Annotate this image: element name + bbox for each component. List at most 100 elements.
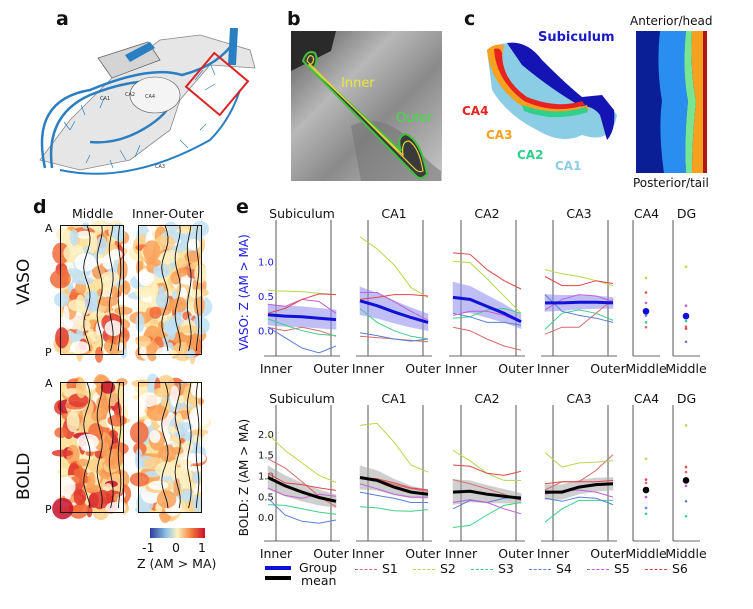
x-tick-label: Inner: [537, 546, 570, 561]
legend-mean-label: mean: [301, 573, 337, 588]
col-header-middle: Middle: [72, 206, 114, 221]
subject-point-s1: [684, 325, 688, 328]
x-tick-label: Inner: [260, 361, 293, 376]
subplot-title: CA3: [566, 206, 591, 221]
panel-d-letter: d: [33, 196, 47, 218]
y-tick-label: 0.5: [258, 492, 274, 503]
subject-line-s4: [452, 312, 522, 326]
legend-swatch-s6: [645, 569, 667, 570]
x-tick-label: Inner: [260, 546, 293, 561]
subject-line-s2: [267, 433, 337, 483]
zmap-blob: [191, 220, 210, 237]
zmap-blob: [51, 449, 73, 457]
zmap-blob: [134, 286, 153, 299]
subject-point-s4: [684, 499, 688, 503]
zmap-blob: [192, 434, 201, 443]
zmap-blob: [129, 472, 150, 487]
subject-point-s3: [684, 319, 688, 323]
zmap-blob: [131, 379, 150, 388]
subfield-boundary: [83, 224, 91, 352]
subfield-boundary: [161, 224, 169, 352]
zmap-blob: [135, 271, 154, 282]
legend-label-s5: S5: [614, 561, 630, 576]
zmap-blob: [56, 477, 76, 497]
zmap-blob: [179, 277, 197, 285]
hippocampus-3d-surface: [487, 42, 617, 140]
x-tick-label: Outer: [313, 546, 349, 561]
subject-point-s2: [644, 457, 648, 461]
subject-point-s6: [684, 465, 688, 469]
zmap-blob: [135, 313, 145, 333]
zmap-blob: [66, 410, 80, 433]
zmap-blob: [107, 414, 127, 427]
subplot-title: CA4: [634, 391, 659, 406]
subplot-title: CA4: [634, 206, 659, 221]
subject-line-s3: [267, 318, 337, 337]
legend-label-s4: S4: [556, 561, 572, 576]
colorbar-label: Z (AM > MA): [137, 556, 217, 571]
vaso-middle-map: [49, 219, 133, 363]
svg-text:CA1: CA1: [100, 96, 110, 102]
legend-swatch-s1: [355, 569, 377, 570]
group-mean-line: [452, 295, 522, 324]
subject-line-s2: [359, 236, 429, 298]
subfield-boundary: [186, 224, 192, 352]
ca1-label: CA1: [555, 159, 582, 173]
zmap-blob: [57, 468, 68, 475]
y-axis-label: VASO: Z (AM > MA): [237, 234, 251, 351]
group-mean-point: [682, 477, 690, 484]
legend-group-mean-black: [265, 576, 291, 580]
subject-line-s4: [359, 491, 428, 503]
zmap-blob: [71, 276, 94, 285]
ca2-label: CA2: [517, 148, 544, 162]
subject-point-s1: [644, 325, 648, 329]
subplot-title: CA2: [474, 206, 499, 221]
subject-line-s2: [544, 452, 614, 468]
subfield-boundary: [174, 224, 181, 352]
group-mean-point: [642, 486, 650, 494]
subject-point-s3: [644, 321, 648, 324]
zmap-blob: [104, 320, 123, 337]
zmap-blob: [53, 292, 69, 307]
x-tick-label: Inner: [352, 361, 385, 376]
group-mean-line: [359, 299, 429, 324]
zmap-blob: [96, 236, 108, 255]
subject-point-s6: [644, 478, 648, 481]
zmap-blob: [153, 264, 171, 278]
zmap-blob: [111, 285, 119, 301]
zmap-blob: [149, 306, 162, 319]
bold-middle-map: [51, 374, 132, 521]
subject-line-s6: [544, 479, 614, 485]
y-tick-label: 0.0: [258, 327, 274, 338]
subject-line-s3: [544, 309, 614, 330]
subject-line-s5: [267, 487, 337, 499]
zmap-blob: [55, 327, 69, 349]
subject-line-s6: [359, 294, 429, 300]
legend-label-s3: S3: [498, 561, 514, 576]
zmap-blob: [167, 321, 176, 341]
subject-line-s4: [359, 332, 429, 342]
zmap-blob: [111, 223, 125, 241]
vaso-inner-outer-map: [127, 220, 213, 365]
vaso-axis-p: P: [45, 346, 52, 359]
bold-inner-outer-map: [129, 373, 212, 524]
zmap-blob: [190, 429, 209, 436]
subject-line-s5: [359, 483, 428, 498]
zmap-blob: [117, 259, 128, 280]
subject-point-s1: [684, 470, 688, 474]
zmap-blob: [161, 249, 180, 263]
subject-point-s2: [684, 424, 688, 427]
panel-e-letter: e: [236, 196, 249, 218]
zmap-blob: [194, 264, 207, 284]
outer-label: Outer: [396, 111, 434, 126]
x-tick-label: Middle: [625, 361, 667, 376]
flatmap-bottom-label: Posterior/tail: [633, 176, 709, 190]
x-tick-label: Outer: [313, 361, 349, 376]
subject-line-s6: [452, 464, 522, 476]
panel-a-letter: a: [56, 8, 69, 30]
subject-line-s4: [544, 294, 614, 323]
zmap-blob: [105, 501, 126, 515]
zmap-blob: [75, 378, 87, 399]
zmap-blob: [69, 229, 79, 246]
